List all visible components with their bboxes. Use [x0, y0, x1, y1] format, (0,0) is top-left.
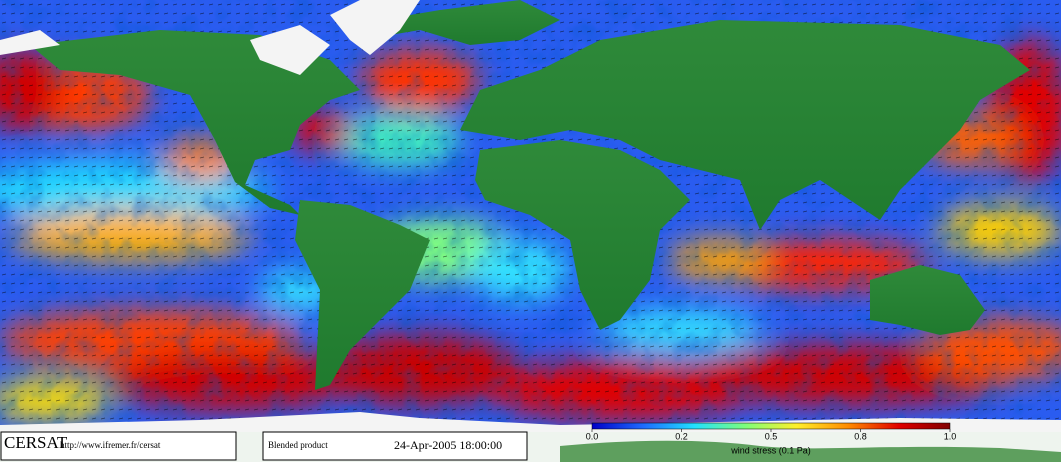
url: http://www.ifremer.fr/cersat — [60, 440, 161, 450]
footer: CERSAT http://www.ifremer.fr/cersat Blen… — [0, 431, 528, 461]
logo: CERSAT — [4, 433, 68, 452]
colorbar-bar — [591, 422, 951, 430]
colorbar: wind stress (0.1 Pa) 0.0 0.2 0.5 0.8 1.0 — [586, 422, 957, 455]
product: Blended product — [268, 440, 328, 450]
product-box — [262, 431, 528, 461]
colorbar-tick-label: 0.5 — [765, 431, 778, 441]
colorbar-label: wind stress (0.1 Pa) — [730, 445, 811, 455]
logo-box — [0, 431, 237, 461]
colorbar-tick-label: 0.8 — [854, 431, 867, 441]
timestamp: 24-Apr-2005 18:00:00 — [394, 438, 502, 452]
land — [30, 0, 1030, 390]
colorbar-tick-label: 0.0 — [586, 431, 599, 441]
colorbar-tick-label: 1.0 — [944, 431, 957, 441]
colorbar-tick-label: 0.2 — [675, 431, 688, 441]
antarctica-edge — [560, 440, 1061, 462]
